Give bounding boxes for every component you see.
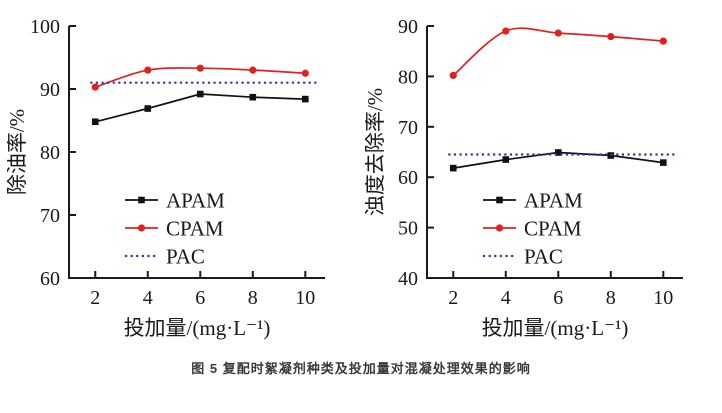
- apam-line: [95, 93, 306, 123]
- x-tick-label: 10: [295, 287, 315, 309]
- x-tick-label: 6: [195, 287, 205, 309]
- cpam-marker: [196, 64, 204, 72]
- apam-marker: [91, 118, 99, 126]
- x-tick-label: 2: [448, 287, 458, 309]
- x-tick-label: 8: [248, 287, 258, 309]
- apam-marker: [554, 149, 562, 156]
- apam-marker: [496, 196, 503, 204]
- legend-entry-apam: APAM: [483, 189, 583, 213]
- figure-caption: 图 5 复配时絮凝剂种类及投加量对混凝处理效果的影响: [191, 361, 531, 376]
- legend-entry-pac: PAC: [483, 245, 563, 269]
- cpam-marker: [449, 71, 457, 79]
- legend-label-pac: PAC: [166, 245, 205, 269]
- apam-marker: [196, 90, 204, 98]
- legend-label-apam: APAM: [524, 189, 583, 213]
- x-tick-label: 8: [606, 287, 616, 309]
- y-tick-label: 70: [398, 117, 418, 139]
- cpam-marker: [91, 83, 99, 91]
- cpam-marker: [554, 29, 562, 37]
- x-tick-label: 4: [143, 287, 153, 309]
- y-tick-label: 90: [398, 16, 418, 38]
- cpam-marker: [659, 37, 667, 45]
- x-tick-label: 6: [553, 287, 563, 309]
- legend-entry-apam: APAM: [125, 189, 225, 213]
- x-tick-label: 2: [90, 287, 100, 309]
- legend-label-pac: PAC: [524, 245, 563, 269]
- legend-label-apam: APAM: [166, 189, 225, 213]
- apam-marker: [138, 196, 145, 204]
- legend-label-cpam: CPAM: [166, 217, 224, 241]
- legend-label-cpam: CPAM: [524, 217, 582, 241]
- x-axis-title: 投加量/(mg·L⁻¹): [482, 316, 629, 340]
- cpam-marker: [144, 66, 152, 74]
- legend-entry-pac: PAC: [125, 245, 205, 269]
- y-tick-label: 100: [30, 16, 60, 38]
- apam-marker: [660, 159, 667, 166]
- cpam-marker: [502, 27, 510, 35]
- y-tick-label: 50: [398, 218, 418, 240]
- legend-entry-cpam: CPAM: [125, 217, 224, 241]
- charts-row: 60 70 80 90 100 2 4 6 8 10 除油率/% 投加量/(mg·L⁻¹) APAM CP…: [7, 0, 715, 354]
- y-tick-label: 40: [398, 268, 418, 290]
- turbidity-removal-chart-svg: 40 50 60 70 80 90 2 4 6 8 10 浊度去除率/% 投加量/(mg·L⁻¹) APA…: [365, 16, 683, 340]
- apam-marker: [144, 105, 152, 112]
- y-axis-title: 除油率/%: [7, 109, 29, 195]
- cpam-marker: [607, 32, 615, 41]
- y-tick-label: 60: [40, 268, 60, 290]
- apam-marker: [502, 156, 510, 163]
- y-tick-label: 80: [40, 142, 60, 164]
- apam-marker: [302, 95, 309, 103]
- apam-marker: [449, 164, 457, 172]
- legend-entry-cpam: CPAM: [483, 217, 582, 241]
- x-tick-label: 10: [653, 287, 673, 309]
- cpam-marker: [137, 224, 146, 232]
- cpam-marker: [301, 69, 309, 77]
- turbidity-removal-chart: 40 50 60 70 80 90 2 4 6 8 10 浊度去除率/% 投加量/(mg·L⁻¹) APA…: [365, 6, 715, 354]
- y-tick-label: 60: [398, 167, 418, 189]
- oil-removal-chart-svg: 60 70 80 90 100 2 4 6 8 10 除油率/% 投加量/(mg·L⁻¹) APAM CP…: [7, 16, 325, 340]
- apam-marker: [249, 93, 257, 101]
- x-tick-label: 4: [501, 287, 511, 309]
- cpam-marker: [495, 224, 504, 232]
- y-tick-label: 80: [398, 66, 418, 88]
- y-tick-label: 70: [40, 205, 60, 227]
- x-axis-title: 投加量/(mg·L⁻¹): [124, 316, 271, 340]
- y-axis-title: 浊度去除率/%: [365, 88, 387, 216]
- cpam-marker: [249, 66, 257, 74]
- y-tick-label: 90: [40, 79, 60, 101]
- oil-removal-chart: 60 70 80 90 100 2 4 6 8 10 除油率/% 投加量/(mg·L⁻¹) APAM CP…: [7, 6, 357, 354]
